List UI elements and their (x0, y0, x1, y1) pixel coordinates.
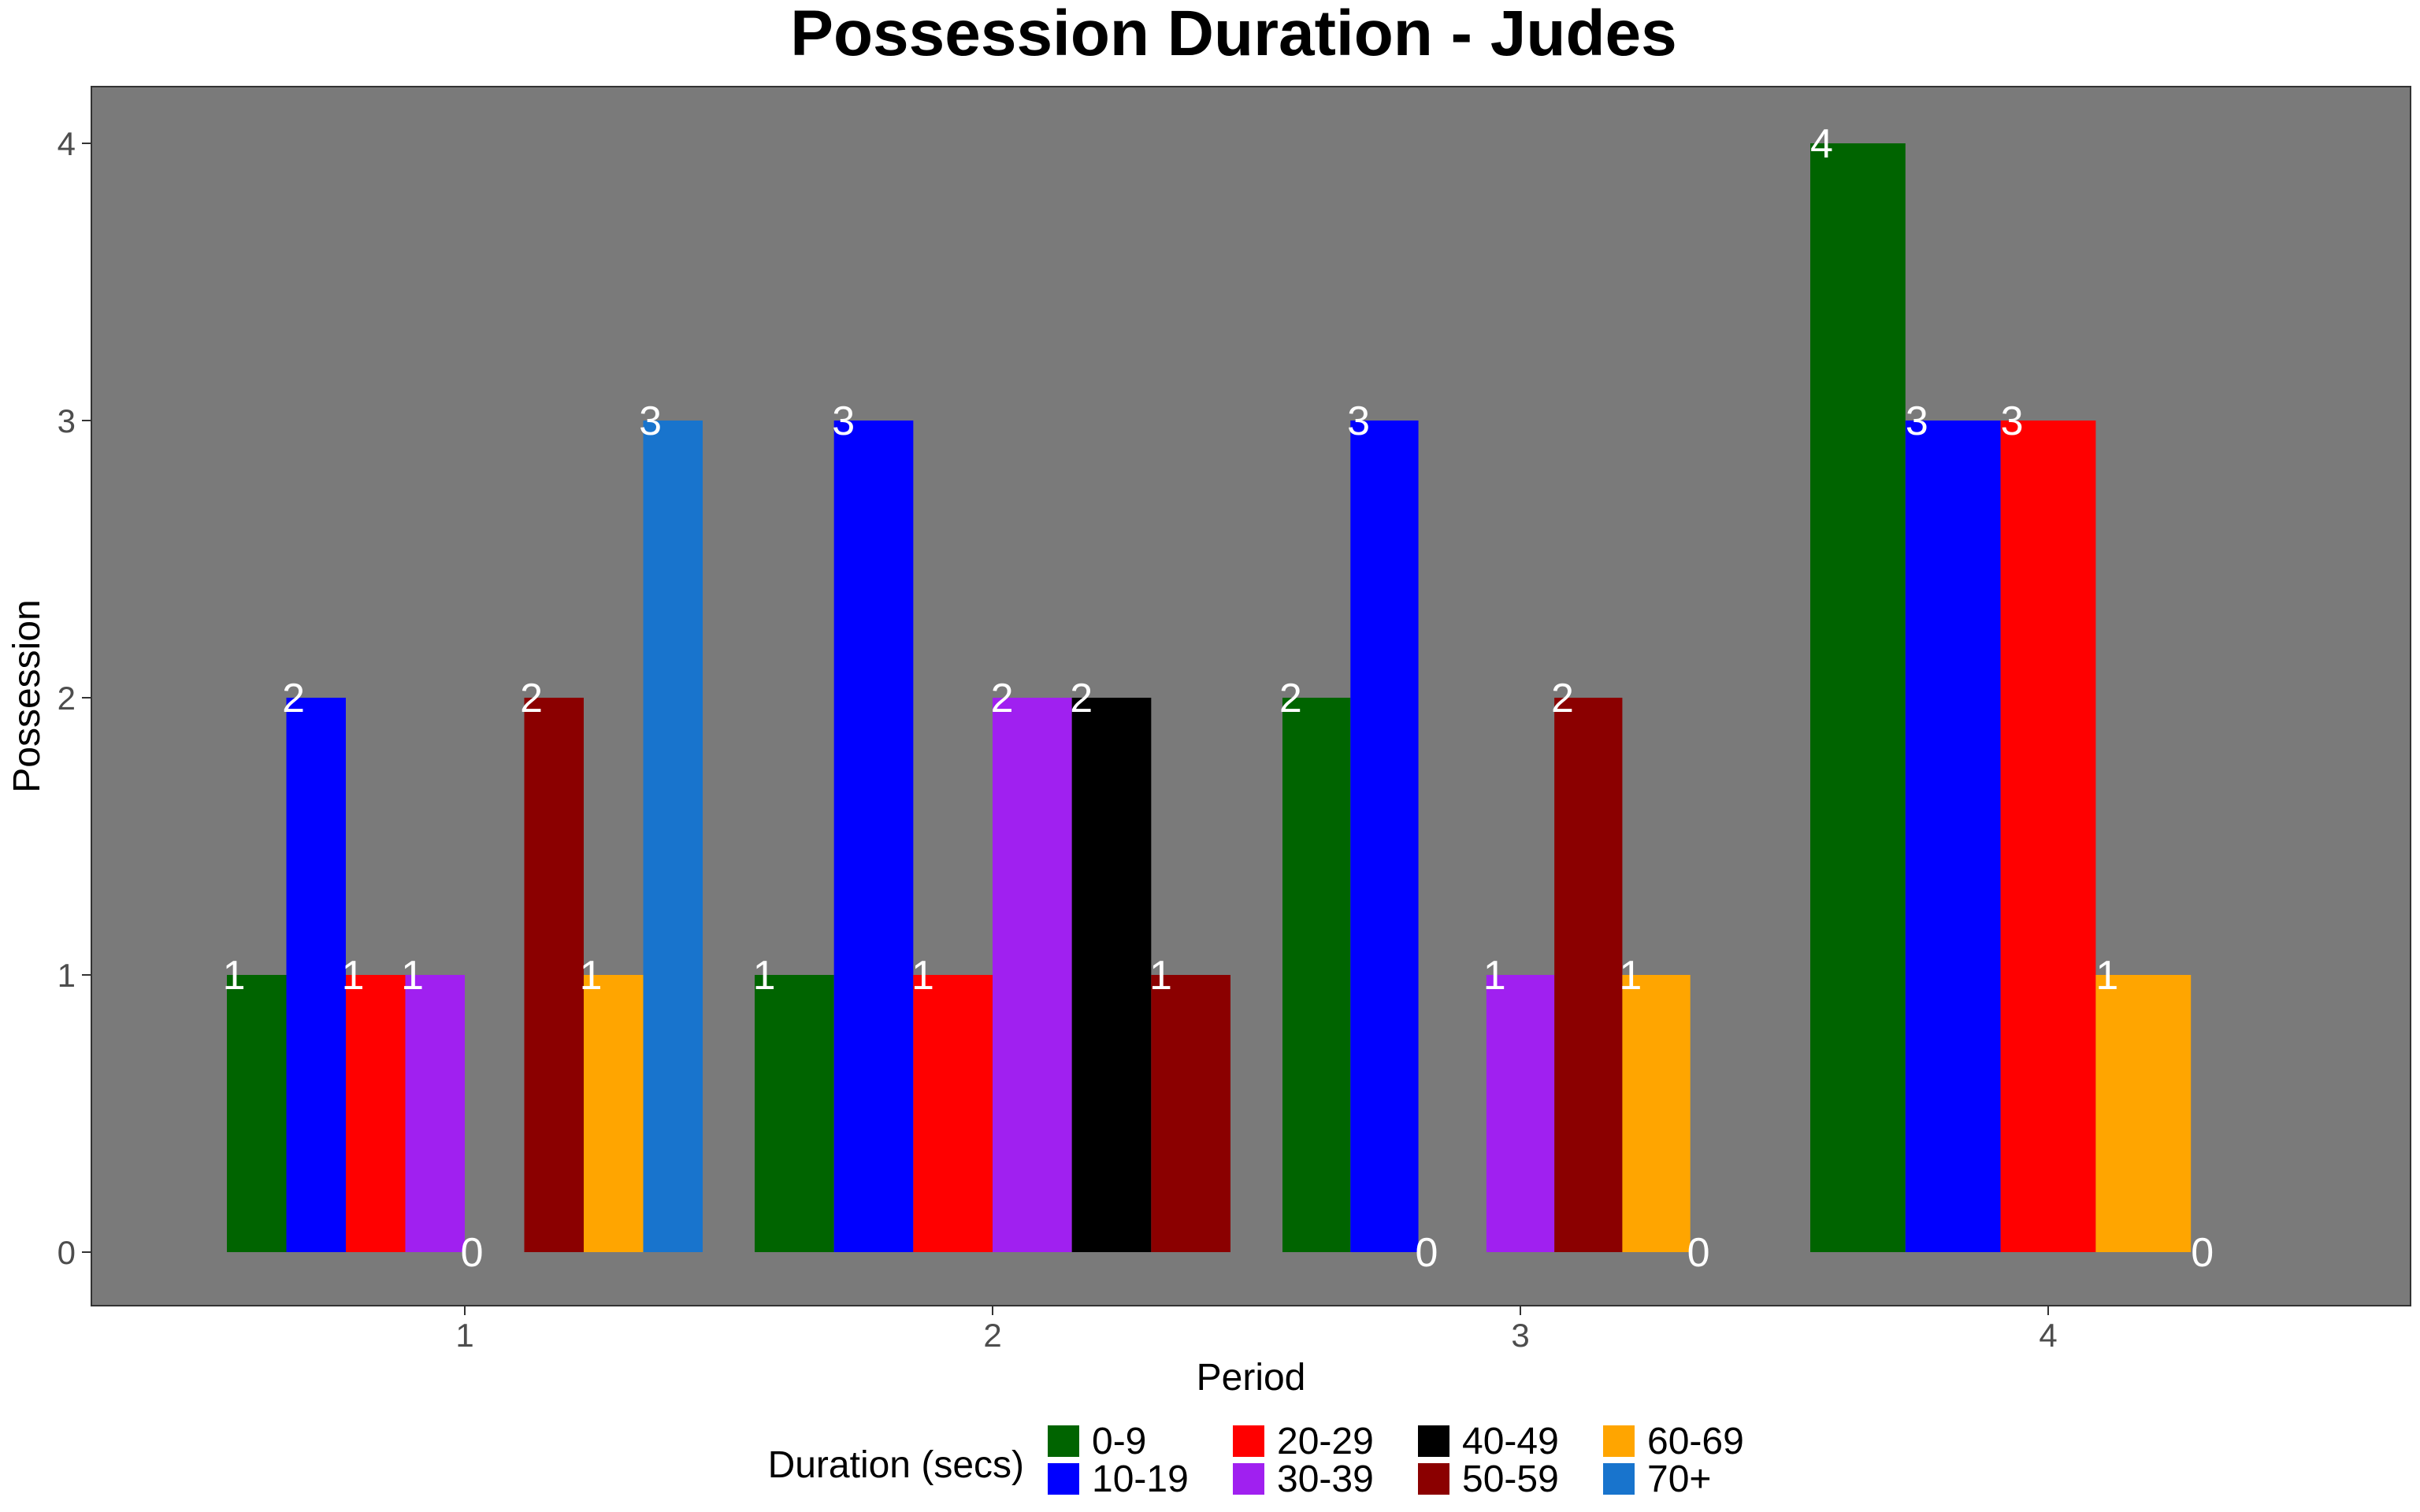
data-label: 2 (991, 676, 1014, 721)
bar (1622, 975, 1691, 1252)
y-tick-label: 1 (58, 957, 76, 994)
bar (1071, 698, 1152, 1252)
data-label: 2 (1279, 676, 1302, 721)
data-label: 1 (342, 953, 365, 999)
y-axis: 0 1 2 3 4 (58, 125, 91, 1271)
data-label: 2 (1551, 676, 1574, 721)
legend-key (1603, 1463, 1635, 1495)
legend-key (1603, 1425, 1635, 1457)
x-tick-label: 3 (1511, 1317, 1529, 1354)
data-label: 1 (2095, 953, 2118, 999)
legend-label: 70+ (1647, 1458, 1711, 1500)
legend-key (1418, 1425, 1449, 1457)
legend-title: Duration (secs) (768, 1444, 1024, 1486)
y-tick-label: 0 (58, 1234, 76, 1271)
legend-label: 60-69 (1647, 1421, 1744, 1462)
legend-label: 20-29 (1277, 1421, 1374, 1462)
bar (524, 698, 584, 1252)
bar (2000, 421, 2096, 1252)
data-label: 0 (2191, 1230, 2214, 1276)
legend-key (1233, 1463, 1264, 1495)
data-label: 2 (520, 676, 543, 721)
chart-title: Possession Duration - Judes (790, 0, 1677, 69)
data-label: 1 (753, 953, 776, 999)
bar (227, 975, 287, 1252)
bar (286, 698, 346, 1252)
data-label: 3 (1347, 398, 1370, 444)
legend-label: 50-59 (1462, 1458, 1559, 1500)
bars-layer (227, 143, 2192, 1252)
data-label: 4 (1810, 121, 1833, 167)
data-label: 1 (223, 953, 246, 999)
data-label: 3 (639, 398, 662, 444)
legend-key (1233, 1425, 1264, 1457)
bar (913, 975, 993, 1252)
bar (405, 975, 465, 1252)
bar (833, 421, 914, 1252)
y-tick-label: 4 (58, 125, 76, 162)
bar (1810, 143, 1906, 1252)
data-label: 0 (1415, 1230, 1438, 1276)
bar (1554, 698, 1623, 1252)
x-axis: 1 2 3 4 (455, 1306, 2058, 1354)
data-label: 2 (1070, 676, 1093, 721)
x-axis-title: Period (1197, 1357, 1306, 1399)
bar (643, 421, 703, 1252)
data-label: 1 (911, 953, 934, 999)
bar (2095, 975, 2192, 1252)
y-tick-label: 3 (58, 402, 76, 439)
x-tick-label: 2 (983, 1317, 1001, 1354)
bar (1282, 698, 1351, 1252)
legend-key (1418, 1463, 1449, 1495)
bar (1905, 421, 2001, 1252)
legend-label: 0-9 (1092, 1421, 1146, 1462)
x-tick-label: 4 (2039, 1317, 2057, 1354)
data-label: 0 (1687, 1230, 1710, 1276)
legend-label: 10-19 (1092, 1458, 1189, 1500)
bar (993, 698, 1072, 1252)
x-tick-label: 1 (455, 1317, 473, 1354)
y-tick-label: 2 (58, 680, 76, 717)
data-label: 1 (580, 953, 603, 999)
bar (1151, 975, 1230, 1252)
legend-key (1048, 1463, 1079, 1495)
data-label: 1 (1483, 953, 1506, 999)
data-label: 0 (461, 1230, 484, 1276)
data-label: 2 (282, 676, 305, 721)
data-label: 3 (832, 398, 855, 444)
bar (346, 975, 406, 1252)
data-label: 3 (1906, 398, 1928, 444)
legend-label: 40-49 (1462, 1421, 1559, 1462)
bar (584, 975, 644, 1252)
bar (1350, 421, 1419, 1252)
legend-label: 30-39 (1277, 1458, 1374, 1500)
bar (1486, 975, 1555, 1252)
data-label: 1 (1149, 953, 1172, 999)
legend-key (1048, 1425, 1079, 1457)
data-label: 3 (2001, 398, 2024, 444)
data-label: 1 (1619, 953, 1642, 999)
y-axis-title: Possession (6, 599, 48, 792)
data-label: 1 (401, 953, 424, 999)
bar (755, 975, 834, 1252)
